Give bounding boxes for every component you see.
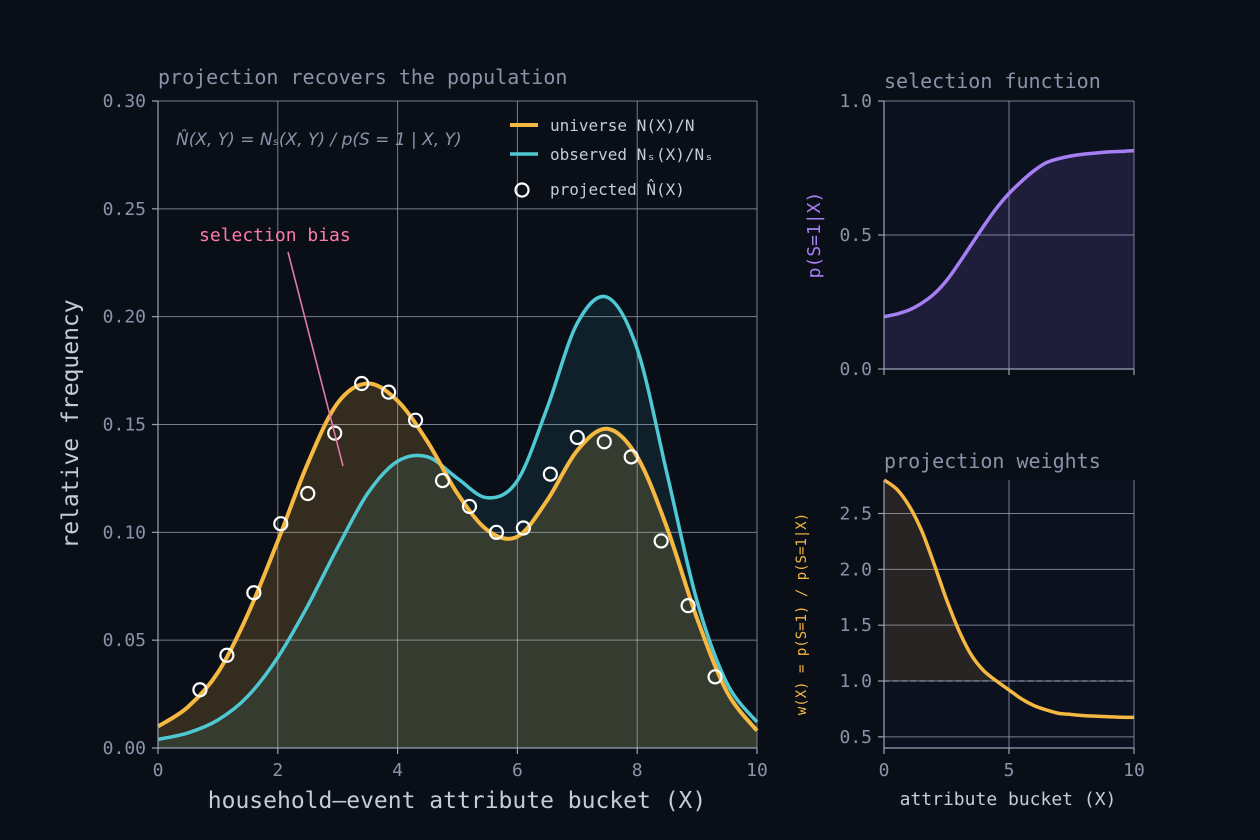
- observed-line: [157, 294, 759, 742]
- projected-point: [407, 412, 424, 428]
- y-tick-label: 0.05: [103, 630, 146, 651]
- y-tick-label: 1.5: [839, 615, 872, 636]
- observed-area-fill: [158, 296, 757, 748]
- main-x-ticks: 0 2 4 6 8 10: [153, 748, 768, 781]
- main-y-ticks: 0.00 0.05 0.10 0.15 0.20 0.25 0.30: [103, 91, 158, 759]
- selection-bias-label: selection bias: [199, 225, 351, 246]
- projected-point: [569, 429, 585, 446]
- weights-y-axis-label: w(X) = p(S=1) / p(S=1|X): [794, 513, 810, 715]
- projected-point: [300, 485, 316, 502]
- x-tick-label: 0: [879, 760, 890, 781]
- legend: universe N(X)/N observed Nₛ(X)/Nₛ projec…: [510, 116, 714, 199]
- x-tick-label: 2: [272, 760, 283, 781]
- x-tick-label: 8: [632, 760, 643, 781]
- legend-observed-label: observed Nₛ(X)/Nₛ: [550, 145, 714, 164]
- projected-point: [434, 472, 451, 489]
- weights-area-fill: [884, 480, 997, 681]
- x-tick-label: 10: [746, 760, 768, 781]
- weights-gridlines: [883, 480, 1135, 748]
- selection-title: selection function: [884, 69, 1101, 93]
- projected-point: [273, 516, 289, 532]
- x-tick-label: 0: [153, 760, 164, 781]
- projected-point: [219, 647, 235, 663]
- main-chart: 0 2 4 6 8 10 0.00 0.05 0.10 0.15 0.20 0.25 0.30 pro…: [58, 65, 768, 814]
- projected-point: [381, 384, 397, 400]
- y-tick-label: 0.20: [103, 307, 146, 328]
- y-tick-label: 1.0: [839, 671, 872, 692]
- y-tick-label: 2.5: [839, 504, 872, 525]
- x-tick-label: 10: [1123, 760, 1145, 781]
- weights-y-ticks: 0.5 1.0 1.5 2.0 2.5: [839, 504, 884, 748]
- y-tick-label: 0.10: [103, 522, 146, 543]
- weights-x-axis-label: attribute bucket (X): [900, 789, 1117, 810]
- y-tick-label: 0.5: [839, 225, 872, 246]
- projected-point: [327, 425, 343, 441]
- projected-point: [542, 466, 558, 482]
- main-title: projection recovers the population: [158, 65, 567, 89]
- selection-area-fill: [884, 150, 1134, 369]
- projected-point: [354, 375, 370, 392]
- projected-point: [488, 524, 505, 540]
- weights-chart: 0 5 10 0.51.01.52.02.5 projection weights …: [794, 449, 1145, 810]
- y-tick-label: 0.5: [839, 727, 872, 748]
- y-tick-label: 0.30: [103, 91, 146, 112]
- projected-point: [623, 449, 639, 465]
- projected-point: [515, 520, 531, 536]
- legend-universe-label: universe N(X)/N: [550, 116, 695, 135]
- projected-point: [707, 669, 723, 685]
- projected-point: [246, 585, 262, 601]
- formula-annotation: N̂(X, Y) = Nₛ(X, Y) / p(S = 1 | X, Y): [176, 129, 462, 150]
- y-tick-label: 0.00: [103, 738, 146, 759]
- selection-y-axis-label: p(S=1|X): [804, 192, 825, 279]
- weights-title: projection weights: [884, 449, 1101, 473]
- y-tick-label: 0.25: [103, 199, 146, 220]
- selection-line: [883, 148, 1135, 319]
- x-tick-label: 4: [392, 760, 403, 781]
- projected-point: [192, 682, 208, 698]
- y-tick-label: 0.15: [103, 415, 146, 436]
- selection-bias-arrow: [287, 251, 344, 467]
- selection-chart: 0.0 0.5 1.0 selection function p(S=1|X): [804, 69, 1135, 380]
- legend-projected-marker: [514, 182, 530, 198]
- y-tick-label: 0.0: [839, 359, 872, 380]
- projected-point: [596, 434, 612, 450]
- weights-x-ticks: 0 5 10: [879, 748, 1145, 781]
- x-tick-label: 6: [512, 760, 523, 781]
- selection-x-ticks: [883, 369, 1135, 375]
- y-tick-label: 2.0: [839, 559, 872, 580]
- x-tick-label: 5: [1004, 760, 1015, 781]
- projected-point: [653, 533, 669, 549]
- main-y-axis-label: relative frequency: [58, 299, 84, 548]
- projected-points: [192, 375, 723, 698]
- legend-projected-label: projected N̂(X): [550, 179, 685, 199]
- projected-point: [680, 598, 696, 614]
- selection-y-ticks: 0.0 0.5 1.0: [839, 91, 884, 380]
- universe-line: [156, 381, 759, 732]
- y-tick-label: 1.0: [839, 91, 872, 112]
- weights-line: [882, 478, 1135, 720]
- main-x-axis-label: household–event attribute bucket (X): [208, 788, 707, 814]
- universe-area-fill: [158, 383, 757, 748]
- projected-point: [461, 498, 478, 515]
